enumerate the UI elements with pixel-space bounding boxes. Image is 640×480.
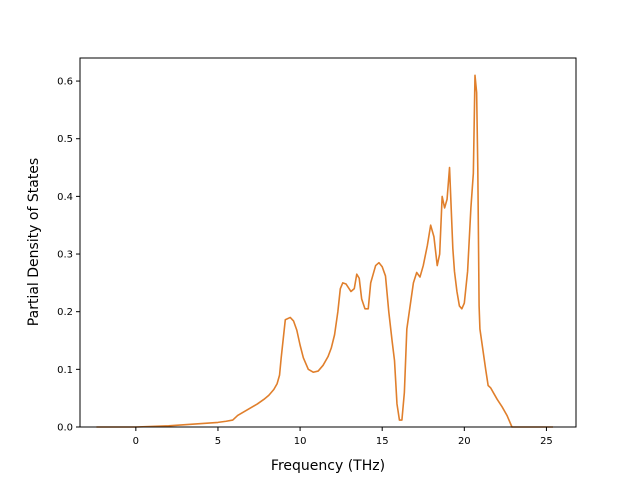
x-axis-ticks: 0 5 10 15 20 25 [133, 427, 553, 447]
x-axis-title: Frequency (THz) [271, 458, 385, 474]
y-tick-label: 0.6 [57, 77, 73, 88]
x-tick-label: 0 [133, 436, 139, 447]
y-tick-label: 0.2 [57, 307, 73, 318]
y-axis-ticks: 0.0 0.1 0.2 0.3 0.4 0.5 0.6 [57, 77, 80, 434]
x-tick-label: 15 [376, 436, 389, 447]
y-tick-label: 0.1 [57, 365, 73, 376]
x-tick-label: 20 [458, 436, 471, 447]
y-tick-label: 0.0 [57, 423, 73, 434]
y-tick-label: 0.4 [57, 192, 73, 203]
plot-area [96, 74, 554, 428]
x-tick-label: 5 [215, 436, 221, 447]
y-tick-label: 0.5 [57, 134, 73, 145]
x-tick-label: 10 [294, 436, 307, 447]
axes-frame [79, 57, 577, 428]
y-tick-label: 0.3 [57, 250, 73, 261]
y-axis-title: Partial Density of States [26, 158, 42, 326]
x-tick-label: 25 [540, 436, 553, 447]
series-line-0 [96, 74, 554, 428]
